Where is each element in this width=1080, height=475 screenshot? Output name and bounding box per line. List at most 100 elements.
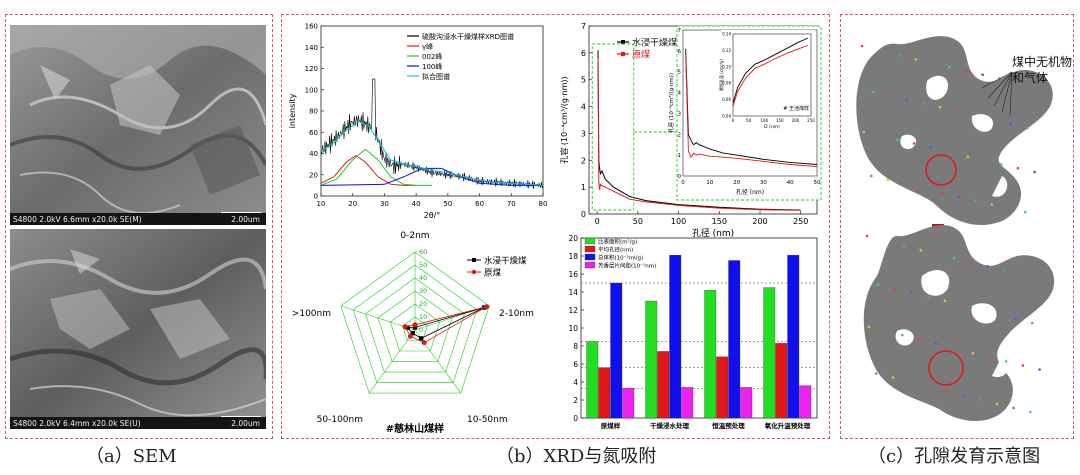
inset-y-axis-label: 孔容 (10⁻⁴cm³/(g·nm)) (667, 73, 675, 133)
legend-label: 硫酸沟浸水干燥煤样XRD图谱 (422, 32, 514, 41)
sem-image-top: S4800 2.0kV 6.6mm x20.0k SE(M) 2.00um (10, 25, 266, 225)
particle-dot (978, 398, 982, 402)
schematic-label-line2: 和气体 (1012, 70, 1048, 85)
radar-axis-label: 2-10nm (499, 309, 534, 319)
inset-y-tick-label: 5 (678, 70, 682, 76)
particle-dot (860, 44, 864, 48)
inset-series-line-1 (685, 54, 818, 168)
y-tick-label: 0 (581, 210, 586, 219)
radar-point (412, 322, 418, 328)
legend-label: 拟合图谱 (422, 72, 450, 81)
bar (645, 300, 658, 419)
inset-small-y-tick-label: 0.12 (722, 48, 731, 53)
inset-small-x-tick-label: 50 (746, 118, 752, 123)
radar-note: #慈林山煤样 (386, 422, 444, 435)
particle-dot (999, 163, 1003, 166)
panel-a-frame (5, 14, 273, 439)
particle-dot (871, 90, 875, 94)
x-axis-label: 孔径 (nm) (692, 227, 734, 239)
x-tick-label: 80 (539, 200, 548, 208)
bar (598, 367, 611, 419)
bar-chart: 0 2 4 6 8 10 12 14 16 18 20 原煤样 干燥浸水处理 恒温预处理 氧化升温预处理 比表… (568, 234, 818, 430)
y-tick-label: 18 (568, 252, 578, 261)
series-line-4 (320, 121, 544, 186)
y-axis-label: 孔容 (10⁻⁴cm³/(g·nm)) (559, 76, 569, 163)
bar (704, 290, 717, 419)
legend-marker (471, 269, 477, 275)
radar-axis-label: 0-2nm (400, 231, 429, 241)
particle-dot (931, 61, 934, 65)
panel-c-frame (840, 14, 1074, 439)
particle-dot (955, 109, 958, 113)
inset-x-tick-label: 30 (760, 180, 767, 186)
x-tick-label: 10 (317, 200, 326, 208)
legend-label: 002峰 (422, 52, 442, 61)
y-tick-label: 140 (305, 44, 318, 52)
x-tick-label: 氧化升温预处理 (764, 421, 811, 430)
inset-small-y-tick-label: 0.10 (722, 64, 731, 69)
particle-dot (1004, 360, 1008, 363)
x-tick-label: 50 (633, 217, 643, 226)
highlight-circle (928, 350, 964, 386)
pore-shape-top (856, 36, 1053, 226)
series-line-2 (320, 148, 432, 186)
y-tick-label: 3 (581, 129, 586, 138)
radar-axis-label: >100nm (292, 309, 331, 319)
x-tick-label: 40 (412, 200, 421, 208)
particle-dot (964, 69, 968, 73)
particle-dot (1024, 210, 1027, 214)
particle-dot (1038, 368, 1041, 371)
y-tick-label: 60 (309, 129, 318, 137)
particle-dot (896, 138, 899, 141)
sem-info-text: S4800 2.0kV 6.6mm x20.0k SE(M) (13, 215, 142, 224)
pore-schematic: 煤中无机物 和气体 (856, 36, 1072, 422)
x-tick-label: 原煤样 (601, 421, 621, 430)
panel-b-frame (281, 14, 830, 439)
inset-x-tick-label: 0 (681, 180, 685, 186)
inset-x-tick-label: 10 (706, 180, 713, 186)
radar-grid-ring (365, 277, 465, 373)
y-tick-label: 2 (581, 156, 586, 165)
radar-point (410, 330, 415, 336)
bar (787, 254, 800, 419)
y-tick-label: 20 (568, 234, 578, 243)
y-tick-label: 10 (568, 324, 578, 333)
legend-swatch (584, 245, 596, 253)
inset-small-x-axis-label: D (nm) (764, 124, 780, 130)
inset-small-y-tick-label: 0.04 (722, 114, 731, 119)
particle-dot (1003, 269, 1006, 272)
particle-dot (921, 102, 925, 105)
xrd-chart: 10 20 30 40 50 60 70 80 0 20 40 60 80 100 120 140 160 2θ/… (288, 23, 548, 221)
bar (728, 260, 741, 419)
particle-dot (981, 73, 984, 76)
inset-small-y-axis-label: 累积孔容 (cm³/g) (718, 59, 724, 91)
particle-dot (888, 94, 892, 97)
particle-dot (912, 142, 916, 145)
radar-spoke (340, 305, 416, 331)
inset-x-axis-label: 孔径 (nm) (736, 188, 764, 196)
particle-dot (879, 134, 882, 138)
legend-label: 水浸干燥煤 (484, 256, 527, 267)
x-tick-label: 200 (752, 217, 767, 226)
scattered-dots-bottom (865, 234, 1041, 414)
radar-point (407, 333, 413, 339)
radar-tick-label: 30 (419, 287, 427, 295)
particle-dot (983, 159, 986, 162)
inset-x-tick-label: 40 (787, 180, 794, 186)
legend-label: 总体积(10⁻³ml/g) (598, 254, 643, 262)
particle-dot (986, 265, 989, 268)
particle-dot (947, 65, 951, 69)
particle-dot (917, 337, 921, 341)
y-tick-label: 1 (581, 183, 586, 192)
inset-x-tick-label: 20 (733, 180, 740, 186)
bar (610, 282, 623, 419)
particle-dot (886, 178, 890, 181)
particle-dot (1007, 207, 1010, 210)
particle-dot (960, 303, 963, 307)
particle-dot (966, 155, 970, 159)
y-tick-label: 14 (568, 288, 578, 297)
inset-small-bg (721, 30, 815, 130)
radar-grid-ring (377, 290, 453, 362)
particle-dot (995, 402, 999, 406)
zoom-region (591, 43, 635, 211)
